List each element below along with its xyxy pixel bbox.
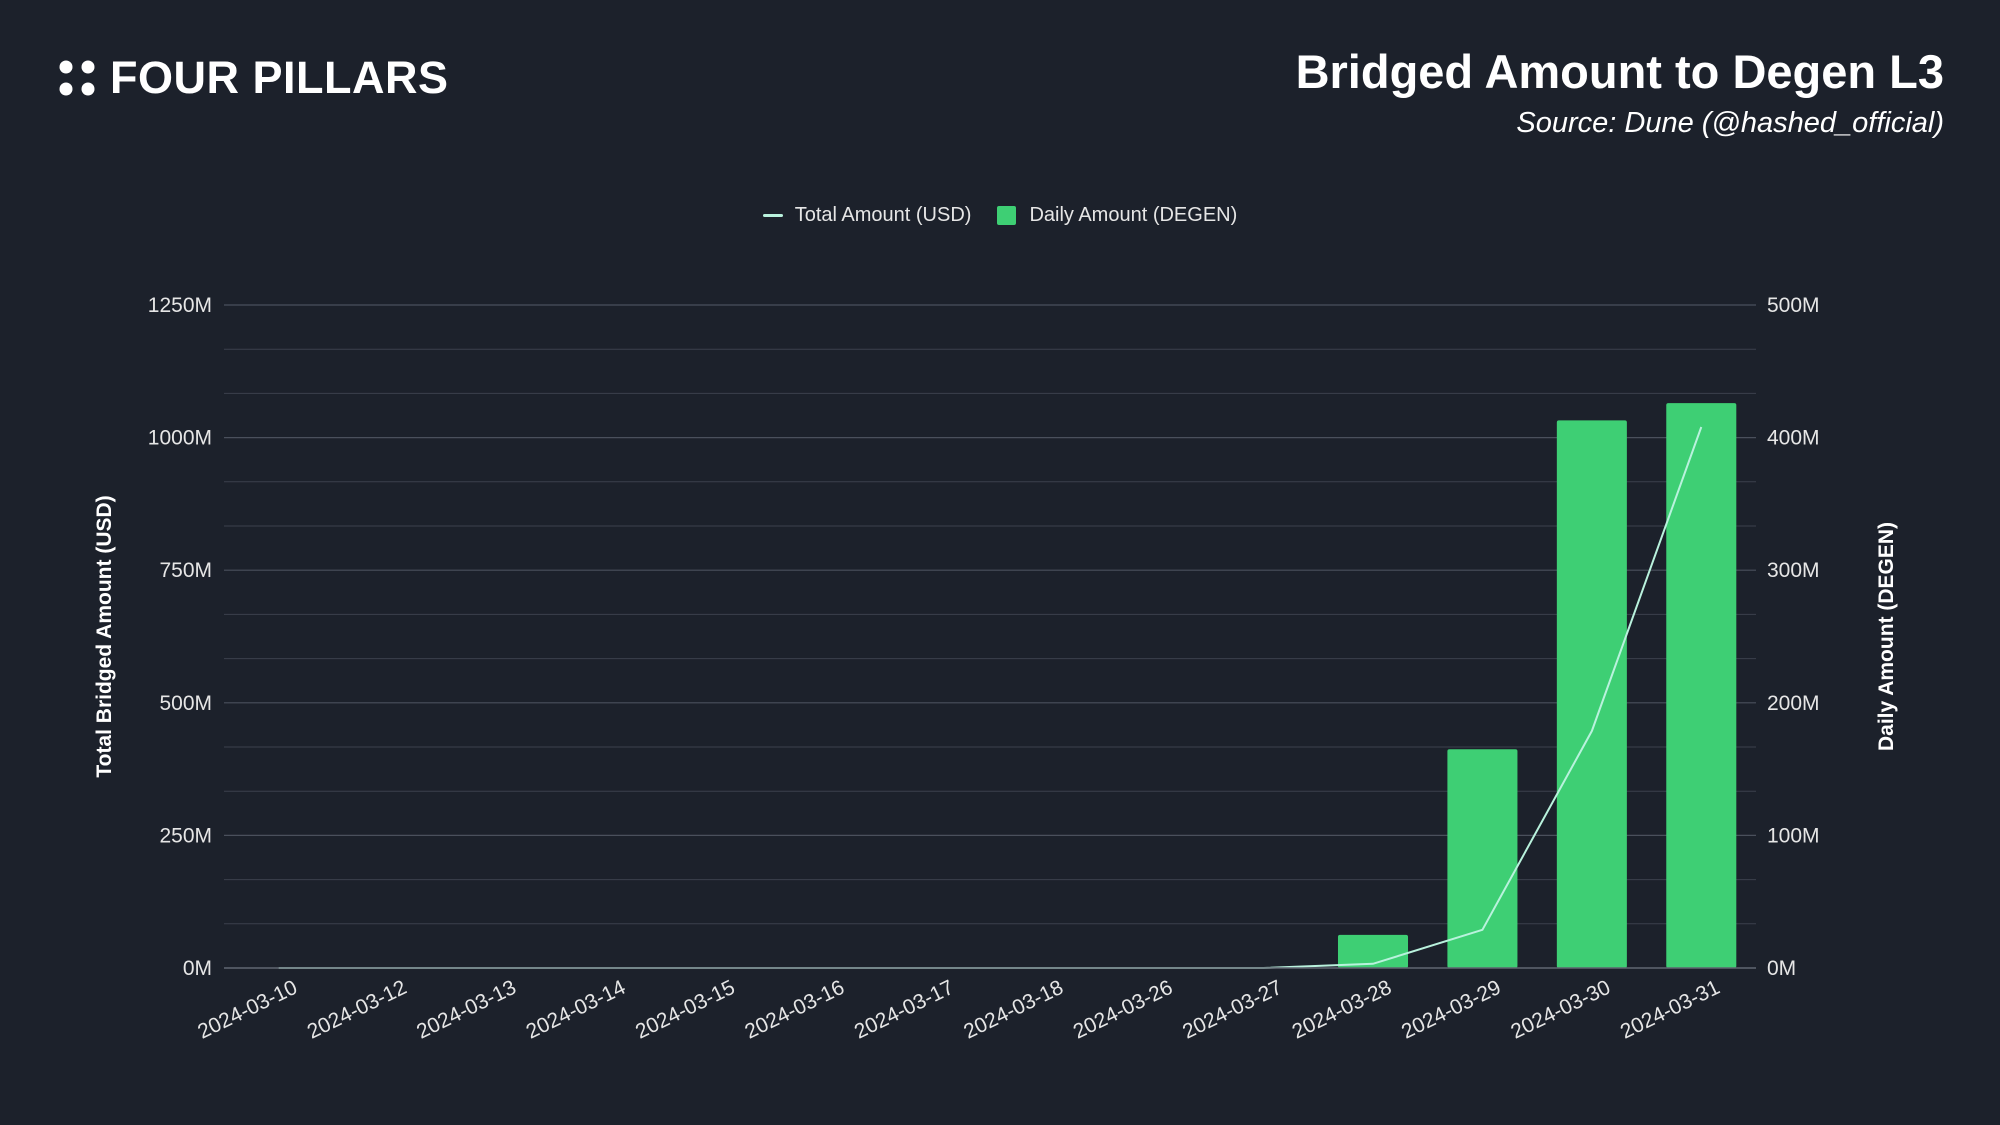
- legend-label-total: Total Amount (USD): [794, 204, 972, 226]
- legend-item-daily[interactable]: Daily Amount (DEGEN): [997, 204, 1237, 227]
- grid-layer: [224, 304, 1756, 969]
- y-right-tick-label: 100M: [1767, 824, 1820, 847]
- bar: [1447, 749, 1518, 968]
- bar: [1337, 934, 1409, 968]
- brand-name: FOUR PILLARS: [110, 52, 449, 103]
- axis-layer: 0M 250M 500M 750M 1000M 1250M 0M 100M 200M 300M 40…: [93, 294, 1898, 1044]
- legend-item-total[interactable]: Total Amount (USD): [762, 204, 972, 227]
- x-tick-label: 2024-03-13: [413, 976, 520, 1044]
- y-left-tick-label: 1250M: [148, 294, 212, 317]
- chart-subtitle: Source: Dune (@hashed_official): [1516, 107, 1944, 139]
- y-left-tick-label: 0M: [183, 957, 212, 980]
- line-swatch-icon: [762, 214, 783, 217]
- x-tick-label: 2024-03-30: [1507, 976, 1614, 1044]
- y-left-axis-title: Total Bridged Amount (USD): [93, 495, 116, 777]
- y-right-tick-label: 200M: [1767, 692, 1820, 715]
- y-right-tick-label: 400M: [1767, 427, 1820, 450]
- x-tick-label: 2024-03-29: [1398, 976, 1505, 1044]
- y-right-tick-label: 300M: [1767, 559, 1820, 582]
- bar-swatch-icon: [997, 206, 1017, 225]
- bar: [1556, 420, 1627, 968]
- y-right-axis-title: Daily Amount (DEGEN): [1875, 522, 1898, 751]
- legend-label-daily: Daily Amount (DEGEN): [1029, 204, 1238, 226]
- x-tick-label: 2024-03-12: [304, 976, 411, 1044]
- x-tick-label: 2024-03-17: [851, 976, 958, 1044]
- y-left-tick-label: 1000M: [148, 427, 212, 450]
- bar-layer: [1337, 403, 1737, 968]
- chart-title: Bridged Amount to Degen L3: [1295, 45, 1944, 98]
- x-tick-label: 2024-03-28: [1289, 976, 1396, 1044]
- x-tick-label: 2024-03-26: [1070, 976, 1177, 1044]
- x-tick-label: 2024-03-14: [523, 976, 630, 1044]
- x-tick-label: 2024-03-31: [1617, 976, 1724, 1044]
- x-tick-label: 2024-03-16: [741, 976, 848, 1044]
- y-left-tick-label: 500M: [159, 692, 212, 715]
- y-left-tick-label: 750M: [159, 559, 212, 582]
- x-tick-label: 2024-03-18: [960, 976, 1067, 1044]
- y-right-tick-label: 0M: [1767, 957, 1796, 980]
- brand-logo: FOUR PILLARS: [58, 52, 449, 104]
- chart-legend: Total Amount (USD) Daily Amount (DEGEN): [0, 204, 2000, 227]
- four-dots-icon: [59, 60, 95, 96]
- x-tick-label: 2024-03-10: [194, 976, 301, 1044]
- x-tick-label: 2024-03-15: [632, 976, 739, 1044]
- y-left-tick-label: 250M: [159, 824, 212, 847]
- y-right-tick-label: 500M: [1767, 294, 1820, 317]
- bar: [1666, 403, 1737, 968]
- x-tick-label: 2024-03-27: [1179, 976, 1286, 1044]
- title-block: Bridged Amount to Degen L3 Source: Dune …: [1296, 44, 1944, 140]
